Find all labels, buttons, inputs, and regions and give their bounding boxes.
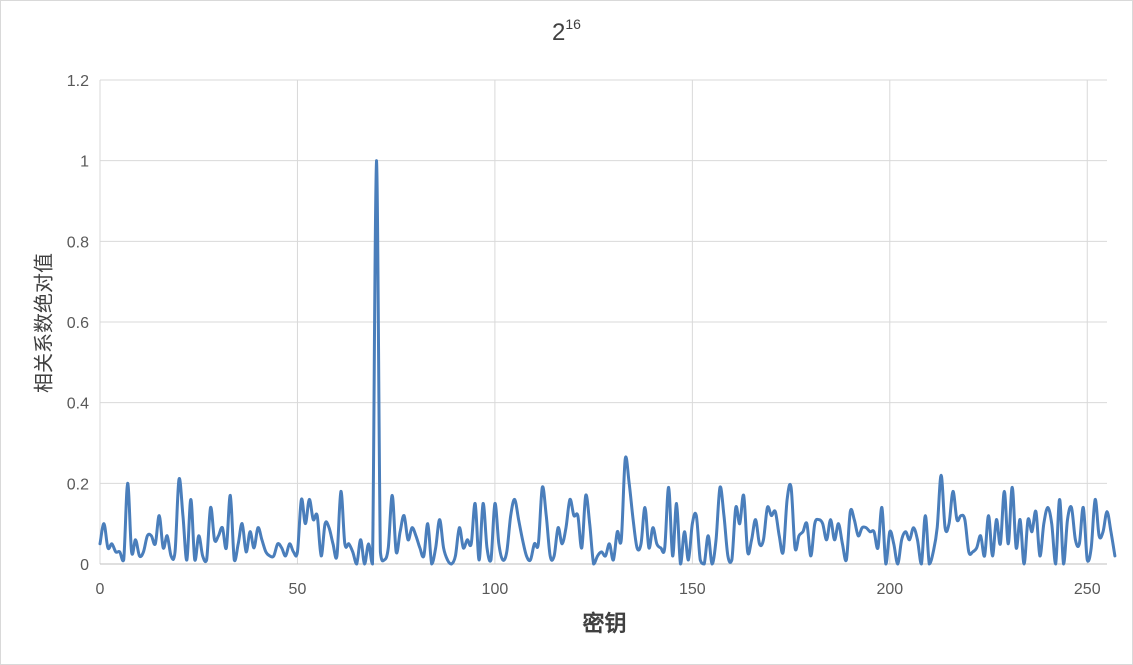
chart-title-exponent: 16	[565, 16, 581, 32]
chart-title: 216	[0, 16, 1133, 47]
chart-title-base: 2	[552, 19, 566, 46]
y-tick-label: 0.2	[67, 476, 89, 493]
series-lines	[98, 159, 1117, 566]
grid-lines	[100, 79, 1107, 564]
y-tick-label: 0	[80, 557, 89, 574]
y-tick-label: 1.2	[67, 73, 89, 90]
y-tick-label: 0.8	[67, 234, 89, 251]
x-tick-label: 0	[96, 581, 105, 598]
x-tick-label: 150	[679, 581, 706, 598]
y-tick-label: 0.6	[67, 315, 89, 332]
series-line	[98, 159, 1117, 566]
x-tick-label: 100	[482, 581, 509, 598]
axes: 0 0.2 0.4 0.6 0.8 1 1.2 0 50 100 150 200 250	[67, 73, 1107, 598]
x-axis-label: 密钥	[582, 612, 627, 637]
y-tick-label: 0.4	[67, 396, 89, 413]
x-tick-label: 200	[876, 581, 903, 598]
x-tick-label: 250	[1074, 581, 1101, 598]
x-tick-label: 50	[289, 581, 307, 598]
y-tick-label: 1	[80, 154, 89, 171]
